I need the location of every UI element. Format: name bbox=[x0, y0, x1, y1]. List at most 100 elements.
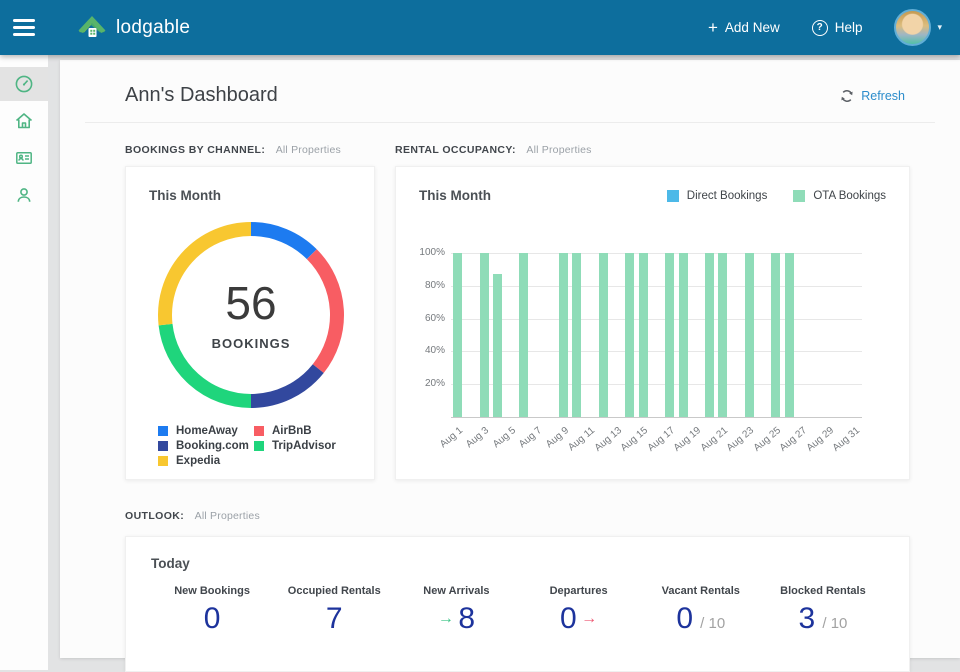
outlook-stat-new-bookings: New Bookings 0 bbox=[151, 585, 273, 634]
donut-slice-homeaway bbox=[251, 229, 312, 254]
outlook-stat-new-arrivals: New Arrivals→ 8 bbox=[395, 585, 517, 634]
sidebar-item-dashboard[interactable] bbox=[0, 67, 48, 101]
occupancy-legend-item: Direct Bookings bbox=[667, 190, 768, 202]
occupancy-bar-aug-10 bbox=[572, 253, 581, 417]
avatar[interactable] bbox=[894, 9, 931, 46]
arrow-right-icon: → bbox=[577, 610, 597, 627]
outlook-stats-row: New Bookings 0Occupied Rentals 7New Arriva… bbox=[151, 585, 884, 634]
stat-value: 0 → bbox=[518, 604, 640, 634]
occupancy-bar-aug-3 bbox=[480, 253, 489, 417]
outlook-stat-vacant-rentals: Vacant Rentals 0 / 10 bbox=[640, 585, 762, 634]
legend-label: HomeAway bbox=[176, 425, 238, 437]
stat-suffix: / 10 bbox=[696, 615, 725, 632]
occupancy-bar-aug-18 bbox=[679, 253, 688, 417]
sidebar bbox=[0, 55, 48, 670]
top-navbar: lodgable + Add New ? Help ▾ bbox=[0, 0, 960, 55]
home-icon bbox=[14, 111, 34, 131]
page-title: Ann's Dashboard bbox=[125, 84, 278, 107]
gridline bbox=[451, 319, 862, 320]
legend-swatch bbox=[254, 426, 264, 436]
occupancy-bar-aug-26 bbox=[785, 253, 794, 417]
help-icon: ? bbox=[812, 20, 828, 36]
outlook-section-header: OUTLOOK: All Properties bbox=[125, 506, 910, 524]
occupancy-bar-aug-12 bbox=[599, 253, 608, 417]
legend-swatch bbox=[158, 426, 168, 436]
refresh-button[interactable]: Refresh bbox=[840, 89, 905, 103]
gridline bbox=[451, 286, 862, 287]
stat-label: New Arrivals bbox=[395, 585, 517, 597]
occupancy-bar-aug-1 bbox=[453, 253, 462, 417]
gridline bbox=[451, 384, 862, 385]
y-axis-label: 80% bbox=[405, 280, 445, 291]
occupancy-legend-item: OTA Bookings bbox=[793, 190, 886, 202]
bookings-section-label: BOOKINGS BY CHANNEL: bbox=[125, 144, 265, 156]
arrow-right-icon: → bbox=[438, 610, 458, 627]
y-axis-label: 60% bbox=[405, 313, 445, 324]
stat-suffix: / 10 bbox=[818, 615, 847, 632]
stat-value: 0 bbox=[151, 604, 273, 634]
occupancy-bar-aug-20 bbox=[705, 253, 714, 417]
legend-item: AirBnB bbox=[254, 425, 360, 437]
y-axis-label: 100% bbox=[405, 247, 445, 258]
occupancy-bar-aug-14 bbox=[625, 253, 634, 417]
stat-value: 7 bbox=[273, 604, 395, 634]
occupancy-card-title: This Month bbox=[419, 188, 491, 203]
legend-label: OTA Bookings bbox=[813, 190, 886, 202]
legend-item: Expedia bbox=[158, 455, 254, 467]
sidebar-item-contacts[interactable] bbox=[0, 141, 48, 175]
occupancy-bar-aug-17 bbox=[665, 253, 674, 417]
dashboard-gauge-icon bbox=[14, 74, 34, 94]
occupancy-section-label: RENTAL OCCUPANCY: bbox=[395, 144, 516, 156]
bookings-legend: HomeAway AirBnB Booking.com TripAdvisor Expe… bbox=[158, 425, 360, 467]
add-new-button[interactable]: + Add New bbox=[708, 19, 780, 36]
refresh-icon bbox=[840, 89, 854, 103]
stat-value: 3 / 10 bbox=[762, 604, 884, 634]
lodgable-house-icon bbox=[77, 14, 107, 41]
outlook-stat-departures: Departures 0 → bbox=[518, 585, 640, 634]
y-axis-label: 40% bbox=[405, 345, 445, 356]
bookings-section-scope: All Properties bbox=[276, 144, 341, 156]
occupancy-bar-chart: Aug 1Aug 3Aug 5Aug 7Aug 9Aug 11Aug 13Aug… bbox=[451, 253, 862, 418]
occupancy-bar-aug-4 bbox=[493, 274, 502, 417]
help-button[interactable]: ? Help bbox=[812, 20, 863, 36]
stat-label: Departures bbox=[518, 585, 640, 597]
outlook-stat-blocked-rentals: Blocked Rentals 3 / 10 bbox=[762, 585, 884, 634]
outlook-card: Today New Bookings0Occupied Rentals7New … bbox=[125, 536, 910, 672]
legend-label: AirBnB bbox=[272, 425, 312, 437]
y-axis-label: 20% bbox=[405, 378, 445, 389]
occupancy-x-axis: Aug 1Aug 3Aug 5Aug 7Aug 9Aug 11Aug 13Aug… bbox=[451, 417, 862, 457]
stat-label: New Bookings bbox=[151, 585, 273, 597]
legend-swatch bbox=[158, 456, 168, 466]
occupancy-legend: Direct Bookings OTA Bookings bbox=[667, 190, 886, 202]
stat-label: Occupied Rentals bbox=[273, 585, 395, 597]
user-menu[interactable]: ▾ bbox=[894, 9, 942, 46]
donut-slice-expedia bbox=[165, 229, 251, 325]
occupancy-bar-aug-23 bbox=[745, 253, 754, 417]
legend-item: Booking.com bbox=[158, 440, 254, 452]
stat-value: 0 / 10 bbox=[640, 604, 762, 634]
sidebar-item-properties[interactable] bbox=[0, 104, 48, 138]
stat-label: Blocked Rentals bbox=[762, 585, 884, 597]
legend-swatch bbox=[793, 190, 805, 202]
person-icon bbox=[14, 185, 34, 205]
legend-swatch bbox=[158, 441, 168, 451]
legend-label: Expedia bbox=[176, 455, 220, 467]
rental-occupancy-card: This Month Direct Bookings OTA Bookings A… bbox=[395, 166, 910, 480]
outlook-stat-occupied-rentals: Occupied Rentals 7 bbox=[273, 585, 395, 634]
gridline bbox=[451, 253, 862, 254]
occupancy-bar-aug-6 bbox=[519, 253, 528, 417]
occupancy-section-header: RENTAL OCCUPANCY: All Properties bbox=[395, 140, 910, 154]
hamburger-menu-icon[interactable] bbox=[13, 15, 37, 41]
donut-slice-tripadvisor bbox=[166, 325, 251, 401]
occupancy-bar-aug-15 bbox=[639, 253, 648, 417]
sidebar-item-account[interactable] bbox=[0, 178, 48, 212]
gridline bbox=[451, 351, 862, 352]
brand-logo[interactable]: lodgable bbox=[77, 14, 190, 41]
bookings-donut-chart: 56 BOOKINGS bbox=[151, 215, 351, 415]
donut-slice-booking-com bbox=[251, 369, 318, 401]
plus-icon: + bbox=[708, 19, 718, 36]
chevron-down-icon: ▾ bbox=[937, 22, 942, 33]
stat-label: Vacant Rentals bbox=[640, 585, 762, 597]
legend-label: TripAdvisor bbox=[272, 440, 336, 452]
contact-card-icon bbox=[14, 148, 34, 168]
